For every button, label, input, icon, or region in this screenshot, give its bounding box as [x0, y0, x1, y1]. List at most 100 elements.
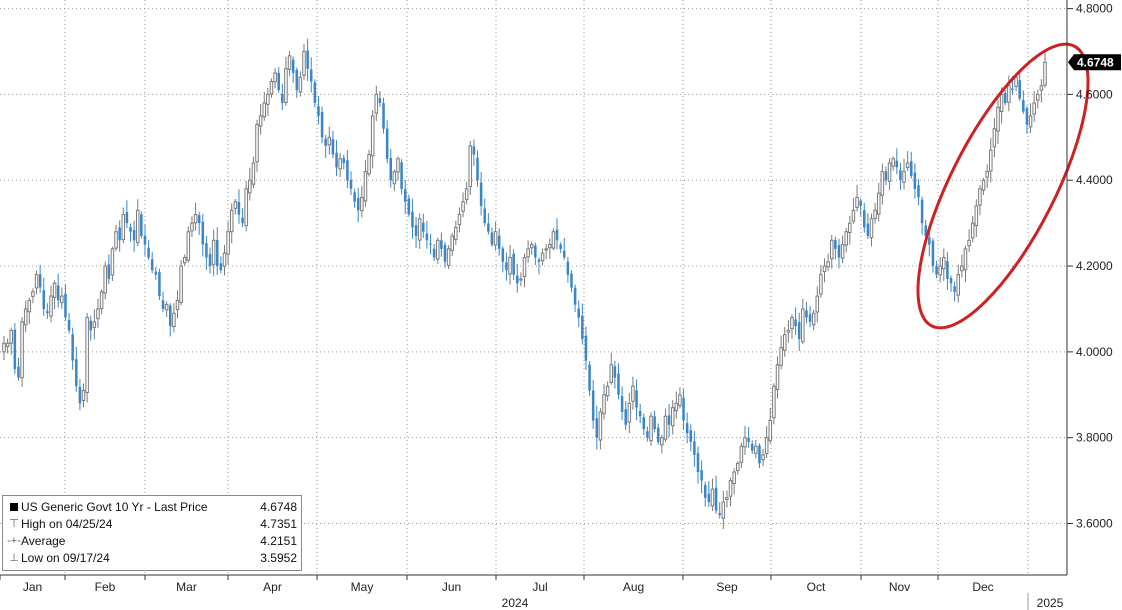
candle-body [891, 158, 895, 167]
candle-body [107, 264, 111, 279]
candle-body [739, 445, 744, 463]
candle-body [262, 102, 267, 118]
candle-body [281, 93, 284, 103]
candle-body [562, 250, 566, 258]
candle-body [570, 273, 573, 288]
candle-body [143, 235, 147, 245]
candle-body [258, 115, 263, 127]
candle-body [718, 513, 721, 515]
legend-low-label: Low on 09/17/24 [21, 551, 110, 565]
candle-body [693, 441, 696, 455]
candle-body [85, 317, 89, 394]
candle-body [302, 50, 306, 76]
candle-body [298, 76, 303, 93]
candle-body [1003, 93, 1007, 103]
y-tick-label: 4.6000 [1076, 87, 1113, 101]
candle-body [670, 407, 675, 427]
candle-body [928, 237, 931, 245]
candle-body [1014, 76, 1018, 88]
candle-body [38, 274, 42, 288]
candle-body [417, 218, 422, 241]
candle-body [985, 171, 989, 178]
candle-body [17, 366, 20, 378]
candle-body [2, 342, 6, 353]
candle-body [248, 179, 252, 194]
candle-body [855, 196, 859, 208]
candle-body [754, 445, 758, 454]
candle-body [320, 111, 324, 138]
candle-body [443, 245, 447, 262]
candle-body [913, 172, 917, 189]
candle-body [121, 214, 126, 241]
candle-body [949, 278, 953, 284]
square-icon [6, 499, 22, 515]
candle-body [974, 205, 979, 226]
candle-body [1036, 93, 1040, 101]
candle-body [154, 271, 158, 275]
candle-body [241, 217, 244, 224]
candle-body [396, 158, 400, 173]
candle-body [190, 222, 194, 232]
candle-body [696, 452, 700, 473]
candle-body [540, 252, 545, 262]
candle-body [71, 334, 74, 361]
y-tick-label: 3.6000 [1076, 517, 1113, 531]
candle-body [464, 188, 469, 201]
candle-body [960, 265, 964, 272]
legend-average-label: Average [21, 534, 66, 548]
candle-body [201, 221, 205, 245]
candle-body [1039, 85, 1044, 91]
candle-body [132, 230, 136, 241]
candle-body [674, 402, 679, 412]
candle-body [67, 319, 71, 331]
legend-row-low: ⊥ Low on 09/17/24 3.5952 [3, 550, 301, 566]
last-value-tag: 4.6748 [1068, 54, 1121, 71]
candle-body [863, 210, 866, 228]
x-tick-label: Oct [807, 580, 826, 594]
candle-body [60, 295, 64, 304]
candle-body [81, 389, 86, 401]
x-axis-next-year-label: 2025 [1037, 596, 1064, 610]
candle-body [999, 93, 1004, 112]
candle-body [266, 93, 270, 105]
candle-body [295, 69, 299, 91]
candle-body [277, 72, 280, 91]
candle-body [425, 233, 429, 241]
candle-body [118, 227, 121, 241]
candle-body [642, 417, 646, 430]
candle-body [967, 239, 971, 247]
legend-series-name: US Generic Govt 10 Yr - Last Price [21, 500, 208, 514]
candle-body [400, 162, 403, 189]
candle-body [750, 443, 754, 451]
candle-body [747, 437, 750, 442]
candle-body [479, 182, 483, 206]
candle-body [244, 188, 248, 227]
candle-body [1018, 80, 1021, 99]
candle-body [1022, 100, 1025, 112]
candle-body [1043, 61, 1047, 86]
candle-body [226, 231, 230, 255]
candle-body [411, 211, 414, 228]
candle-body [23, 308, 28, 326]
candle-body [822, 265, 827, 273]
candle-body [324, 138, 327, 146]
candle-body [516, 275, 519, 284]
candle-body [179, 265, 183, 303]
candle-body [710, 488, 715, 507]
candle-body [786, 329, 791, 333]
candle-body [808, 314, 812, 322]
candle-body [215, 239, 219, 267]
candle-body [309, 69, 313, 82]
y-axis-ticks: 4.8000 4.6000 4.4000 4.2000 4.0000 3.8000 3.60… [1067, 2, 1113, 531]
candle-body [953, 286, 956, 292]
candle-body [584, 335, 588, 361]
candle-body [284, 68, 288, 104]
candle-body [924, 225, 927, 237]
candle-body [725, 497, 729, 500]
candle-body [237, 201, 241, 215]
candle-body [42, 290, 46, 309]
candle-body [764, 437, 769, 454]
candle-body [829, 239, 834, 260]
x-tick-label: Sep [716, 580, 738, 594]
